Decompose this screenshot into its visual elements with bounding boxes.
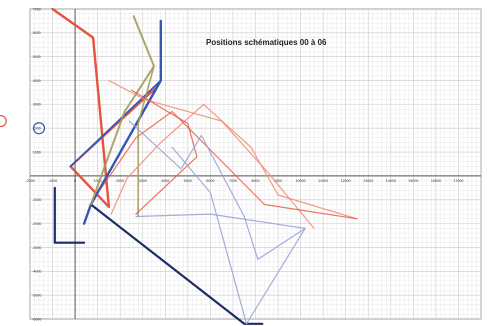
series-line-9 — [110, 103, 358, 220]
x-tick-label: 8000 — [252, 179, 260, 183]
series-line-14 — [171, 146, 248, 325]
y-tick-label: -4000 — [32, 270, 41, 274]
x-tick-label: 1000 — [94, 179, 102, 183]
x-tick-label: 15000 — [408, 179, 418, 183]
chart-grid — [29, 8, 482, 320]
series-line-5 — [89, 203, 264, 325]
x-tick-label: 2000 — [116, 179, 124, 183]
y-tick-label: -3000 — [32, 246, 41, 250]
series-line-11 — [130, 89, 198, 215]
series-line-10 — [99, 110, 358, 220]
marker-layer — [0, 114, 46, 135]
x-tick-label: 4000 — [161, 179, 169, 183]
x-tick-label: 6000 — [206, 179, 214, 183]
x-tick-label: 11000 — [318, 179, 328, 183]
y-tick-label: 2000 — [33, 127, 41, 131]
y-tick-label: 6000 — [33, 31, 41, 35]
marker-circle-1 — [32, 122, 46, 135]
y-tick-label: -2000 — [32, 222, 41, 226]
series-line-2 — [82, 19, 163, 225]
y-tick-label: 5000 — [33, 55, 41, 59]
series-layer — [51, 7, 358, 325]
y-tick-label: -1000 — [32, 198, 41, 202]
x-tick-label: 14000 — [386, 179, 396, 183]
x-tick-labels: -2000 -1000 0 1000 2000 3000 4000 5000 6000 7000 8… — [25, 179, 463, 183]
x-tick-label: 10000 — [296, 179, 306, 183]
x-tick-label: 7000 — [229, 179, 237, 183]
y-tick-label: 7000 — [33, 7, 41, 11]
series-line-6 — [89, 15, 155, 206]
chart-title: Positions schématiques 00 à 06 — [206, 38, 327, 47]
x-tick-label: 3000 — [139, 179, 147, 183]
x-tick-label: 0 — [74, 179, 76, 183]
x-tick-label: -1000 — [48, 179, 57, 183]
series-line-7 — [137, 65, 155, 218]
y-tick-label: -6000 — [32, 317, 41, 321]
x-tick-label: 5000 — [184, 179, 192, 183]
x-tick-label: 13000 — [363, 179, 373, 183]
marker-circle-0 — [0, 114, 7, 128]
x-tick-label: 17000 — [453, 179, 463, 183]
y-tick-label: 3000 — [33, 103, 41, 107]
x-tick-label: -2000 — [25, 179, 34, 183]
y-tick-label: 1000 — [33, 150, 41, 154]
x-tick-label: 16000 — [431, 179, 441, 183]
x-tick-label: 12000 — [341, 179, 351, 183]
series-line-13 — [135, 213, 306, 229]
y-tick-label: -5000 — [32, 293, 41, 297]
series-line-4 — [53, 186, 86, 244]
y-tick-label: 4000 — [33, 79, 41, 83]
y-tick-labels: -6000 -5000 -4000 -3000 -2000 -1000 1000 2000 30… — [32, 7, 41, 321]
x-tick-label: 9000 — [274, 179, 282, 183]
series-line-0 — [51, 7, 111, 209]
